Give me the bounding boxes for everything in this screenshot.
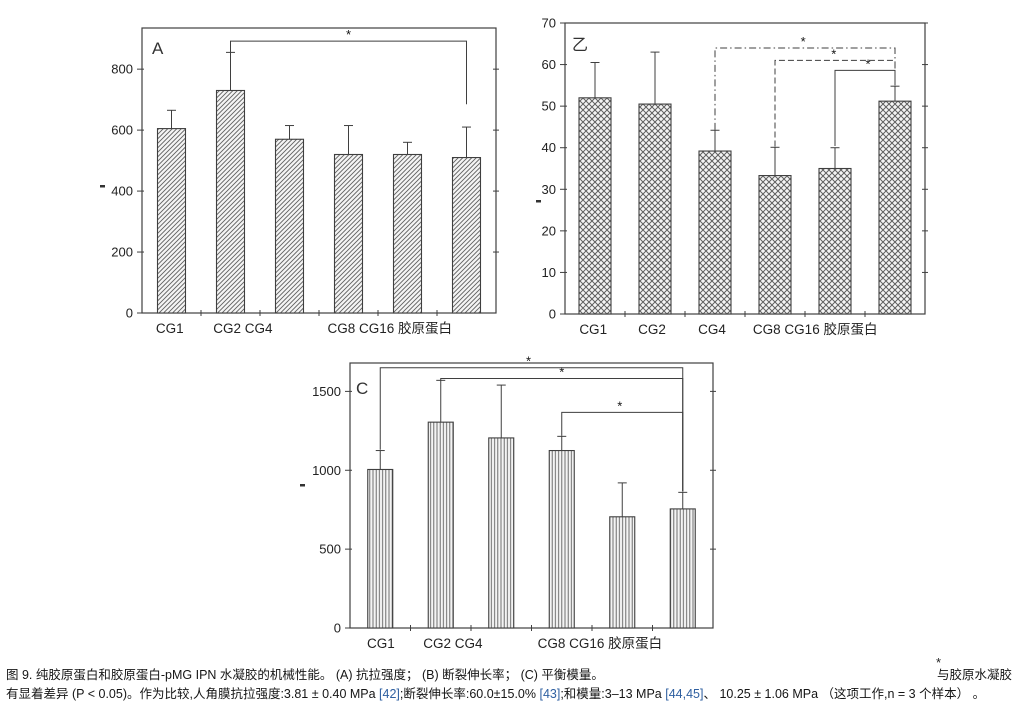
bar-胶原蛋白 (669, 508, 696, 629)
x-tick-label: CG2 CG4 (213, 321, 273, 336)
bar-CG8 (548, 449, 575, 629)
significance-star: * (346, 27, 351, 42)
caption-significance-star: * (936, 655, 942, 670)
significance-star: * (831, 46, 836, 61)
y-axis-title-mark (300, 484, 305, 487)
y-tick-label: 50 (542, 99, 556, 114)
x-tick-label: CG2 (638, 322, 666, 337)
caption-text-segment: ;断裂伸长率:60.0±15.0% (399, 687, 540, 701)
panel-label-a: A (152, 39, 164, 58)
citation-link-42[interactable]: [42] (379, 687, 400, 701)
plot-border (349, 362, 714, 629)
y-tick-label: 200 (111, 245, 133, 260)
bar-CG2 (427, 421, 454, 629)
y-tick-label: 60 (542, 57, 556, 72)
y-tick-label: 0 (549, 307, 556, 322)
citation-link-44-45[interactable]: [44,45] (665, 687, 704, 701)
y-tick-label: 30 (542, 182, 556, 197)
bar-CG4 (488, 437, 515, 629)
caption-line1-text: 图 9. 纯胶原蛋白和胶原蛋白-pMG IPN 水凝胶的机械性能。 (A) 抗拉… (6, 668, 604, 682)
plot-border (141, 27, 497, 314)
y-tick-label: 1000 (312, 463, 341, 478)
caption-text-segment: 有显着差异 (P < 0.05)。作为比较,人角膜抗拉强度:3.81 ± 0.4… (6, 687, 380, 701)
x-tick-label: CG1 (579, 322, 607, 337)
y-tick-label: 400 (111, 184, 133, 199)
y-tick-label: 10 (542, 265, 556, 280)
significance-star: * (801, 34, 806, 49)
bar-CG4 (698, 150, 732, 315)
chart-a-svg: 0 200 400 600 800 * CG1 CG2 CG4 CG8 CG16 胶原蛋白 A (100, 27, 499, 336)
bar-胶原蛋白 (451, 156, 482, 314)
caption-text-segment: ;和模量:3–13 MPa (560, 687, 666, 701)
y-tick-label: 20 (542, 223, 556, 238)
significance-bracket-c-3 (561, 411, 684, 492)
significance-star: * (865, 56, 870, 71)
panel-label-b: 乙 (572, 37, 588, 54)
bar-CG1 (367, 468, 394, 629)
y-tick-label: 0 (334, 621, 341, 636)
x-tick-label: CG1 (367, 636, 395, 650)
caption-line2: 有显着差异 (P < 0.05)。作为比较,人角膜抗拉强度:3.81 ± 0.4… (6, 685, 1012, 704)
bar-CG16 (392, 153, 423, 314)
chart-panel-c: 0 500 1000 1500 * * * CG1 CG2 CG4 CG8 CG16 胶原蛋白 C (285, 350, 735, 651)
chart-panel-b: 0 10 20 30 40 50 60 70 * * * CG1 CG2 CG4 CG8 CG16 胶原蛋白… (520, 5, 1017, 345)
x-tick-label: CG2 CG4 (423, 636, 483, 650)
x-tick-label: CG8 CG16 胶原蛋白 (753, 321, 878, 337)
y-axis-title-mark (100, 185, 105, 188)
y-tick-label: 0 (126, 306, 133, 321)
y-tick-label: 500 (319, 542, 341, 557)
panel-label-c: C (356, 379, 368, 398)
x-tick-label: CG1 (156, 321, 184, 336)
x-tick-label: CG8 CG16 胶原蛋白 (538, 635, 663, 650)
caption-line1: 图 9. 纯胶原蛋白和胶原蛋白-pMG IPN 水凝胶的机械性能。 (A) 抗拉… (6, 666, 1012, 685)
y-axis-title-mark (536, 200, 541, 203)
bar-CG1 (578, 97, 612, 315)
significance-bracket-c-1 (379, 367, 684, 492)
significance-star: * (526, 354, 531, 369)
y-tick-label: 1500 (312, 384, 341, 399)
x-tick-label: CG8 CG16 胶原蛋白 (328, 320, 453, 336)
caption-line1-right-note: 与胶原水凝胶 (936, 668, 1012, 682)
significance-bracket-b-3 (834, 69, 896, 147)
caption-text-segment: 、 10.25 ± 1.06 MPa （这项工作,n = 3 个样本） 。 (703, 687, 986, 701)
chart-panel-a: 0 200 400 600 800 * CG1 CG2 CG4 CG8 CG16 胶原蛋白 A (95, 8, 515, 348)
bar-CG8 (333, 153, 364, 314)
bar-胶原蛋白 (878, 100, 912, 315)
bar-CG16 (818, 167, 852, 315)
chart-b-svg: 0 10 20 30 40 50 60 70 * * * CG1 CG2 CG4 CG8 CG16 胶原蛋白… (536, 16, 928, 337)
citation-link-43[interactable]: [43] (539, 687, 561, 701)
x-tick-label: CG4 (698, 322, 726, 337)
significance-bracket-a-1 (230, 40, 467, 105)
significance-star: * (559, 364, 564, 379)
y-tick-label: 800 (111, 62, 133, 77)
significance-star: * (617, 398, 622, 413)
plot-border (564, 22, 926, 315)
y-tick-label: 70 (542, 16, 556, 31)
y-tick-label: 600 (111, 123, 133, 138)
figure-caption: * 图 9. 纯胶原蛋白和胶原蛋白-pMG IPN 水凝胶的机械性能。 (A) … (6, 655, 1012, 704)
bar-CG16 (609, 516, 636, 629)
chart-c-svg: 0 500 1000 1500 * * * CG1 CG2 CG4 CG8 CG16 胶原蛋白 C (300, 354, 716, 651)
bar-CG2 (215, 89, 246, 314)
bar-CG8 (758, 175, 792, 315)
bar-CG1 (156, 128, 187, 314)
bar-CG4 (274, 138, 305, 314)
y-tick-label: 40 (542, 140, 556, 155)
bar-CG2 (638, 103, 672, 315)
